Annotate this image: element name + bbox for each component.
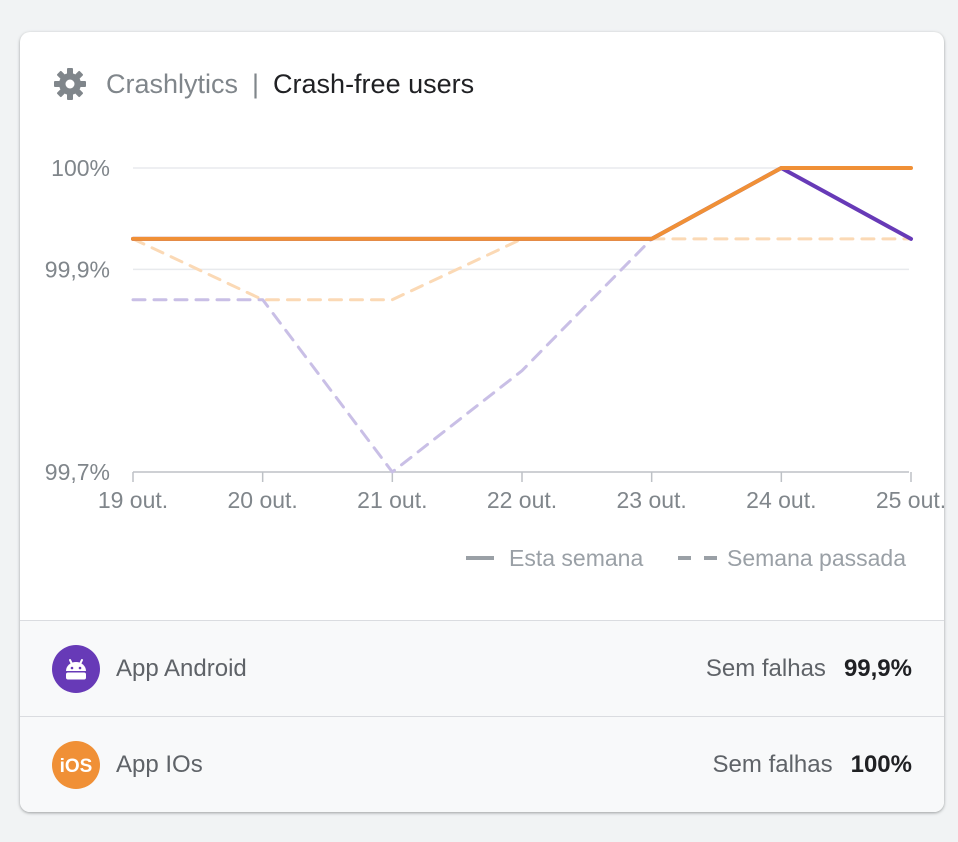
stat-label: Sem falhas xyxy=(712,750,833,778)
card-title: Crash-free users xyxy=(273,68,475,99)
ios-icon: iOS xyxy=(52,740,100,789)
app-row-android[interactable]: App Android Sem falhas 99,9% xyxy=(20,620,944,716)
x-tick-label: 20 out. xyxy=(227,487,297,513)
android-icon xyxy=(52,644,100,693)
series-line-this-week-android xyxy=(131,166,913,241)
app-name: App IOs xyxy=(116,750,203,778)
x-tick-label: 22 out. xyxy=(487,487,557,513)
app-name: App Android xyxy=(116,654,247,682)
x-tick-label: 21 out. xyxy=(357,487,427,513)
series-line-last-week-ios xyxy=(131,237,913,302)
series-line-this-week-ios xyxy=(131,166,913,241)
stat-value: 100% xyxy=(850,750,912,778)
y-tick-label: 99,7% xyxy=(45,459,110,485)
app-list: App Android Sem falhas 99,9% iOS App IOs… xyxy=(20,620,944,812)
gear-icon xyxy=(54,68,86,100)
svg-text:iOS: iOS xyxy=(60,756,93,777)
legend-label: Esta semana xyxy=(509,545,643,571)
y-tick-label: 99,9% xyxy=(45,256,110,282)
series-line-last-week-android xyxy=(131,237,654,474)
app-stat: Sem falhas 100% xyxy=(713,751,912,779)
legend-label: Semana passada xyxy=(727,545,906,571)
x-tick-label: 19 out. xyxy=(98,487,168,513)
x-tick-label: 24 out. xyxy=(746,487,816,513)
crash-free-users-chart: 100% 99,9% 99,7%19 out. 20 out. 21 out. 22 ou… xyxy=(45,155,944,571)
header-separator: | xyxy=(252,68,260,99)
crash-free-users-card: Crashlytics | Crash-free users 100% 99,9%… xyxy=(20,32,944,812)
stat-value: 99,9% xyxy=(843,654,912,682)
app-row-ios[interactable]: iOS App IOs Sem falhas 100% xyxy=(20,716,944,812)
app-stat: Sem falhas 99,9% xyxy=(706,655,912,683)
y-tick-label: 100% xyxy=(51,155,110,181)
x-tick-label: 25 out. xyxy=(876,487,944,513)
x-tick-label: 23 out. xyxy=(616,487,686,513)
product-name: Crashlytics xyxy=(106,68,239,99)
stat-label: Sem falhas xyxy=(705,654,826,682)
card-header: Crashlytics | Crash-free users xyxy=(52,64,474,104)
